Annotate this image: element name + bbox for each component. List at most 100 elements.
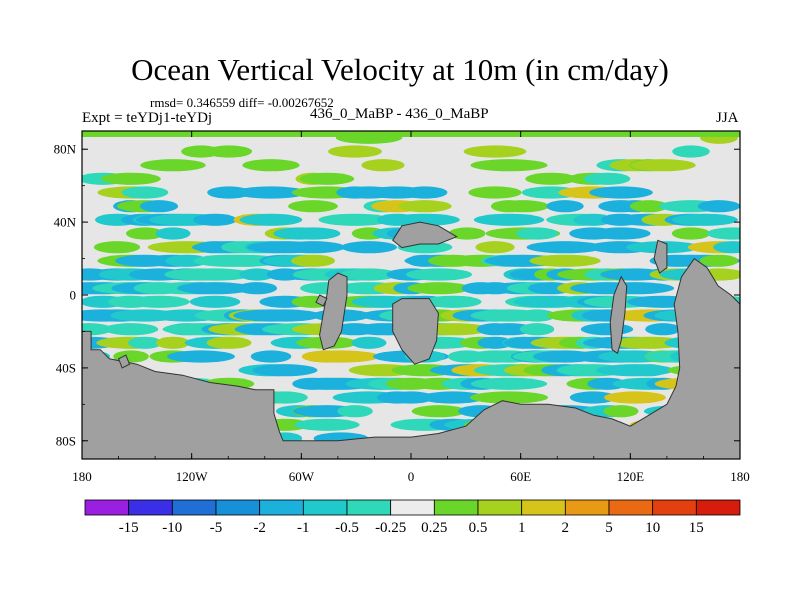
velocity-contour <box>239 213 303 226</box>
colorbar-label: 5 <box>605 520 613 536</box>
y-tick-label: 80S <box>56 433 76 448</box>
velocity-contour <box>236 282 278 295</box>
colorbar-label: -0.25 <box>375 520 406 536</box>
velocity-contour <box>448 227 486 240</box>
velocity-contour <box>250 350 292 363</box>
velocity-contour <box>294 418 360 431</box>
velocity-contour <box>288 200 338 213</box>
velocity-contour <box>337 405 373 418</box>
colorbar-label: -2 <box>253 520 266 536</box>
y-tick-label: 80N <box>54 142 77 157</box>
colorbar-swatch <box>215 499 261 516</box>
land-polygon <box>653 239 668 274</box>
velocity-contour <box>361 159 405 172</box>
colorbar-label: 0.5 <box>469 520 488 536</box>
velocity-contour <box>713 241 740 254</box>
colorbar-label: -10 <box>162 520 182 536</box>
colorbar-swatch <box>608 499 654 516</box>
velocity-contour <box>318 213 392 226</box>
colorbar-label: -1 <box>297 520 310 536</box>
velocity-contour <box>583 172 631 185</box>
velocity-contour <box>156 336 190 349</box>
land-polygon <box>117 354 131 369</box>
colorbar-swatch <box>259 499 304 516</box>
velocity-contour <box>671 227 711 240</box>
right-string: JJA <box>716 110 739 126</box>
x-tick-label: 60W <box>289 469 315 484</box>
velocity-contour <box>239 268 275 281</box>
velocity-contour <box>591 227 651 240</box>
colorbar-label: 0.25 <box>421 520 447 536</box>
x-tick-label: 60E <box>510 469 531 484</box>
velocity-contour <box>706 227 740 240</box>
velocity-contour <box>177 268 253 281</box>
velocity-contour <box>519 323 555 336</box>
velocity-contour <box>629 200 669 213</box>
colorbar-swatch <box>477 499 523 516</box>
colorbar-swatch <box>390 499 435 516</box>
center-string: 436_0_MaBP - 436_0_MaBP <box>310 106 489 122</box>
velocity-contour <box>470 391 548 404</box>
colorbar-swatch <box>521 499 566 516</box>
colorbar-swatch <box>84 499 130 516</box>
velocity-contour <box>101 172 161 185</box>
velocity-contour <box>526 241 604 254</box>
colorbar-swatch <box>433 499 479 516</box>
velocity-contour <box>546 200 584 213</box>
velocity-contour <box>121 186 169 199</box>
velocity-contour <box>645 323 681 336</box>
velocity-contour <box>525 172 577 185</box>
velocity-contour <box>189 295 241 308</box>
velocity-contour <box>155 227 191 240</box>
velocity-contour <box>475 241 515 254</box>
velocity-contour <box>496 200 550 213</box>
velocity-contour <box>206 336 252 349</box>
colorbar-swatch <box>652 499 697 516</box>
velocity-contour <box>406 268 472 281</box>
velocity-contour <box>103 323 159 336</box>
velocity-contour <box>165 254 209 267</box>
velocity-contour <box>518 309 556 322</box>
land-polygon <box>315 294 328 307</box>
colorbar-label: 10 <box>645 520 660 536</box>
velocity-contour <box>390 213 460 226</box>
x-tick-label: 180 <box>72 469 92 484</box>
colorbar-label: 2 <box>562 520 570 536</box>
velocity-contour <box>463 145 527 158</box>
x-tick-label: 120E <box>617 469 645 484</box>
velocity-contour <box>252 364 318 377</box>
axis-ticks: 180 120W 60W 0 60E 120E 180 80N 40N 0 40S 80S <box>54 131 750 484</box>
land-polygon <box>609 275 628 355</box>
velocity-contour <box>573 213 613 226</box>
colorbar-swatch <box>564 499 610 516</box>
colorbar-swatch <box>128 499 173 516</box>
y-tick-label: 40S <box>56 360 76 375</box>
velocity-contour <box>420 391 486 404</box>
colorbar-label: -15 <box>119 520 139 536</box>
velocity-contour <box>604 391 666 404</box>
velocity-contour <box>477 336 513 349</box>
velocity-contour <box>424 295 482 308</box>
velocity-contour <box>630 364 668 377</box>
stats-text: rmsd= 0.346559 diff= -0.00267652 <box>150 95 334 110</box>
velocity-contour <box>402 186 448 199</box>
colorbar: -15 -10 -5 -2 -1 -0.5 -0.25 0.25 0.5 1 2 5 10 15 <box>84 499 741 536</box>
velocity-contour <box>587 377 627 390</box>
velocity-contour <box>580 323 634 336</box>
velocity-contour <box>468 186 522 199</box>
velocity-contour <box>672 213 738 226</box>
colorbar-swatch <box>695 499 741 516</box>
velocity-contour <box>328 145 382 158</box>
velocity-contour <box>398 200 452 213</box>
velocity-contour <box>290 254 336 267</box>
x-tick-label: 180 <box>730 469 750 484</box>
velocity-contour <box>193 213 237 226</box>
left-string: Expt = teYDj1-teYDj <box>82 110 213 126</box>
velocity-contour <box>140 159 206 172</box>
velocity-contour <box>126 227 164 240</box>
velocity-contour <box>699 254 739 267</box>
velocity-contour <box>340 268 398 281</box>
velocity-contour <box>177 282 253 295</box>
y-tick-label: 0 <box>70 288 77 303</box>
